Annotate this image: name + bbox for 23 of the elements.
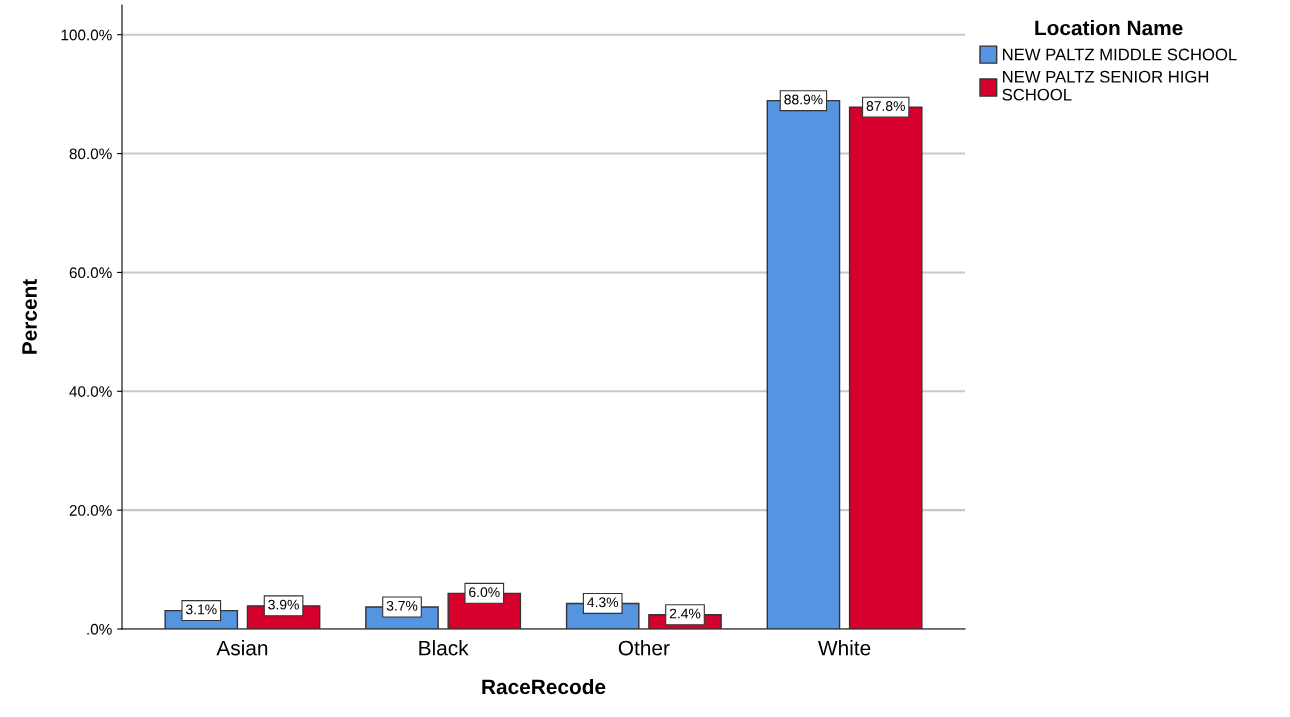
y-axis-title: Percent [22,279,37,354]
x-tick-label: Asian [216,640,268,656]
y-tick-label: 100.0% [61,29,112,41]
data-label: 4.3% [587,597,619,608]
y-tick-label: 80.0% [69,148,112,160]
y-tick-label: 60.0% [69,267,112,279]
data-label: 3.7% [386,600,418,611]
data-label: 88.9% [784,94,823,105]
legend-label: NEW PALTZ SENIOR HIGH SCHOOL [1002,70,1209,101]
x-axis-title: RaceRecode [482,678,606,695]
data-label: 87.8% [866,101,905,111]
data-label: 3.9% [268,599,299,610]
x-tick-label: Other [618,640,670,656]
data-label: 2.4% [669,608,701,619]
legend-label: NEW PALTZ MIDDLE SCHOOL [1003,48,1237,61]
y-tick-label: .0% [87,623,112,635]
y-tick-label: 20.0% [69,505,112,516]
data-label: 6.0% [469,587,500,598]
legend-title: Location Name [1035,20,1183,36]
y-tick-label: 40.0% [69,386,112,397]
data-label: 3.1% [185,604,217,615]
x-tick-label: White [818,640,871,656]
x-tick-label: Black [419,640,469,656]
